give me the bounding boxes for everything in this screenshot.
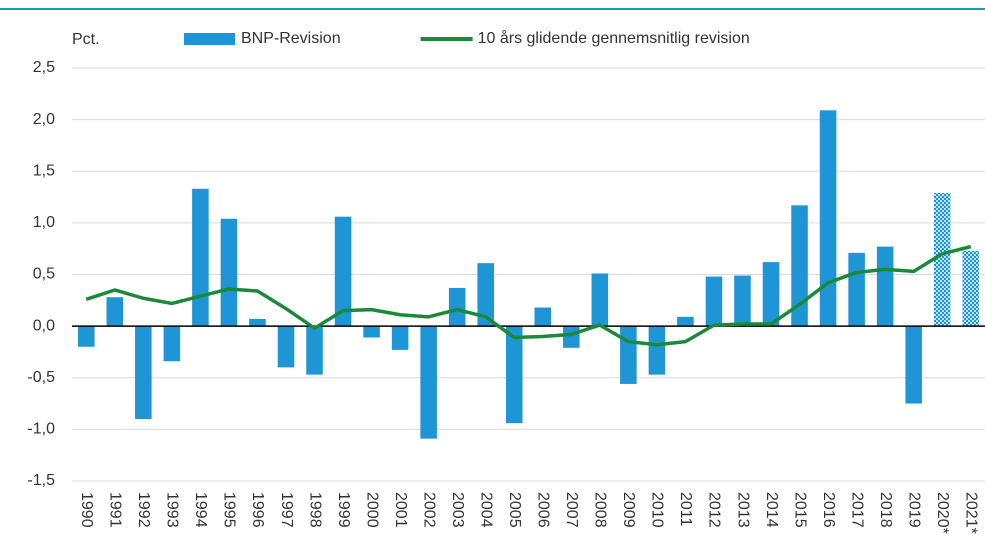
x-tick-label: 2018 — [877, 492, 894, 528]
bar — [876, 246, 894, 327]
x-tick-label: 2021* — [963, 492, 980, 534]
x-tick-label: 2005 — [506, 492, 523, 528]
x-tick-label: 1997 — [278, 492, 295, 528]
x-tick-label: 2008 — [592, 492, 609, 528]
x-tick-label: 2012 — [706, 492, 723, 528]
y-tick-label: -0,5 — [27, 369, 55, 386]
bar — [563, 326, 580, 348]
bar — [363, 326, 380, 338]
bar — [933, 192, 951, 327]
legend-label: BNP-Revision — [241, 30, 341, 47]
bar — [249, 318, 266, 327]
x-tick-label: 1994 — [192, 492, 209, 528]
x-tick-label: 2020* — [934, 492, 951, 534]
bar — [220, 218, 238, 327]
x-tick-label: 2006 — [535, 492, 552, 528]
y-tick-label: 0,0 — [33, 317, 55, 334]
x-tick-label: 1995 — [221, 492, 238, 528]
bar — [192, 188, 209, 327]
bar — [591, 273, 609, 327]
x-tick-label: 2014 — [763, 492, 780, 528]
legend-label: 10 års glidende gennemsnitlig revision — [478, 29, 750, 47]
x-tick-label: 2002 — [420, 492, 437, 528]
bar — [277, 326, 295, 368]
x-tick-label: 2000 — [363, 492, 380, 528]
y-tick-label: 1,0 — [33, 214, 55, 231]
x-tick-label: 2013 — [734, 492, 751, 528]
x-tick-label: 1998 — [306, 492, 323, 528]
y-tick-label: 2,5 — [33, 59, 55, 76]
bar — [648, 326, 666, 375]
x-tick-label: 1990 — [78, 492, 95, 528]
bar — [306, 326, 323, 375]
bar — [505, 326, 523, 424]
y-tick-label: -1,5 — [27, 472, 55, 489]
x-tick-label: 2015 — [791, 492, 808, 528]
bar — [762, 262, 780, 327]
x-tick-label: 1999 — [335, 492, 352, 528]
bar — [620, 326, 637, 384]
bar — [135, 326, 152, 420]
bar — [77, 326, 95, 347]
x-tick-label: 1996 — [249, 492, 266, 528]
bar — [334, 216, 352, 327]
x-tick-label: 1993 — [164, 492, 181, 528]
x-tick-label: 2017 — [848, 492, 865, 528]
bar — [677, 316, 694, 327]
bar — [734, 275, 751, 327]
bar — [848, 252, 865, 327]
bar — [477, 263, 494, 327]
x-tick-label: 2004 — [477, 492, 494, 528]
bar — [448, 287, 466, 327]
bar — [534, 307, 552, 327]
x-tick-label: 2019 — [905, 492, 922, 528]
bar — [791, 205, 808, 327]
bar — [819, 110, 837, 327]
x-tick-label: 1991 — [107, 492, 124, 528]
y-tick-label: 0,5 — [33, 266, 55, 283]
x-tick-label: 1992 — [135, 492, 152, 528]
x-tick-label: 2003 — [449, 492, 466, 528]
y-tick-label: -1,0 — [27, 421, 55, 438]
bar — [420, 326, 437, 439]
bar — [905, 326, 922, 404]
bar — [391, 326, 409, 350]
x-tick-label: 2010 — [649, 492, 666, 528]
y-tick-label: 2,0 — [33, 111, 55, 128]
line — [85, 244, 972, 347]
legend-swatch — [184, 33, 235, 45]
x-tick-label: 2011 — [677, 492, 694, 527]
bar — [106, 297, 124, 327]
bar — [705, 276, 723, 327]
y-tick-label: 1,5 — [33, 162, 55, 179]
y-axis-label: Pct. — [72, 31, 100, 48]
bar — [163, 326, 181, 362]
x-tick-label: 2016 — [820, 492, 837, 528]
bar — [962, 250, 980, 327]
x-tick-label: 2007 — [563, 492, 580, 528]
x-tick-label: 2001 — [392, 492, 409, 528]
x-tick-label: 2009 — [620, 492, 637, 528]
